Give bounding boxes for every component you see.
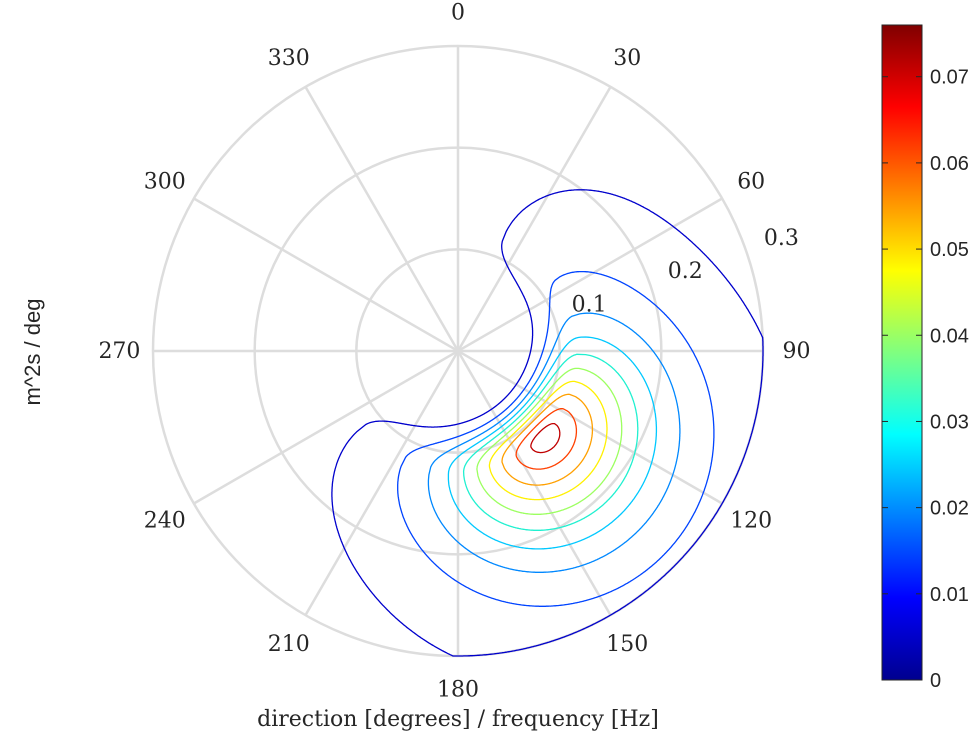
radial-tick-label-0.3: 0.3 xyxy=(764,226,799,251)
angle-tick-label-90: 90 xyxy=(783,339,811,364)
contour-level-6 xyxy=(476,367,623,515)
x-axis-label: direction [degrees] / frequency [Hz] xyxy=(257,707,659,732)
angle-tick-label-300: 300 xyxy=(144,170,186,195)
contour-level-10 xyxy=(530,422,561,454)
colorbar-tick-label-1: 0.01 xyxy=(930,584,969,606)
colorbar-tick-label-4: 0.04 xyxy=(930,325,969,347)
colorbar-tick-label-3: 0.03 xyxy=(930,411,969,433)
contour-level-3 xyxy=(427,312,681,573)
colorbar-tick-label-5: 0.05 xyxy=(930,239,969,261)
contour-level-5 xyxy=(462,353,639,531)
colorbar-tick-label-0: 0 xyxy=(930,670,941,692)
angle-tick-label-60: 60 xyxy=(737,170,765,195)
radial-tick-label-0.1: 0.1 xyxy=(572,292,607,317)
contour-level-2 xyxy=(397,270,715,607)
radial-tick-label-0.2: 0.2 xyxy=(668,259,703,284)
angle-tick-label-120: 120 xyxy=(730,508,772,533)
contour-level-8 xyxy=(501,393,594,486)
colorbar-gradient xyxy=(881,24,923,681)
angle-tick-label-150: 150 xyxy=(606,632,648,657)
angle-tick-label-240: 240 xyxy=(144,508,186,533)
angle-tick-label-180: 180 xyxy=(437,678,479,703)
polar-grid xyxy=(151,44,765,658)
colorbar-ticks: 0 0.01 0.02 0.03 0.04 0.05 0.06 0.07 xyxy=(882,67,969,692)
contour-lines xyxy=(331,189,764,657)
angle-tick-label-270: 270 xyxy=(98,339,140,364)
colorbar-tick-label-6: 0.06 xyxy=(930,153,969,175)
contour-level-9 xyxy=(515,408,578,470)
y-axis-label: m^2s / deg xyxy=(20,299,45,406)
angle-tick-label-330: 330 xyxy=(268,46,310,71)
contour-level-1 xyxy=(331,189,764,657)
angle-tick-labels: 0 30 60 90 120 150 180 210 240 270 300 330 xyxy=(98,0,810,702)
contour-level-7 xyxy=(488,380,608,501)
radial-tick-labels: 0.1 0.2 0.3 xyxy=(572,226,799,317)
angle-tick-label-30: 30 xyxy=(613,46,641,71)
colorbar: 0 0.01 0.02 0.03 0.04 0.05 0.06 0.07 xyxy=(881,24,969,692)
angle-tick-label-210: 210 xyxy=(268,632,310,657)
colorbar-tick-label-7: 0.07 xyxy=(930,67,969,89)
colorbar-tick-label-2: 0.02 xyxy=(930,498,969,520)
contour-level-4 xyxy=(447,336,658,550)
angle-tick-label-0: 0 xyxy=(451,0,465,25)
